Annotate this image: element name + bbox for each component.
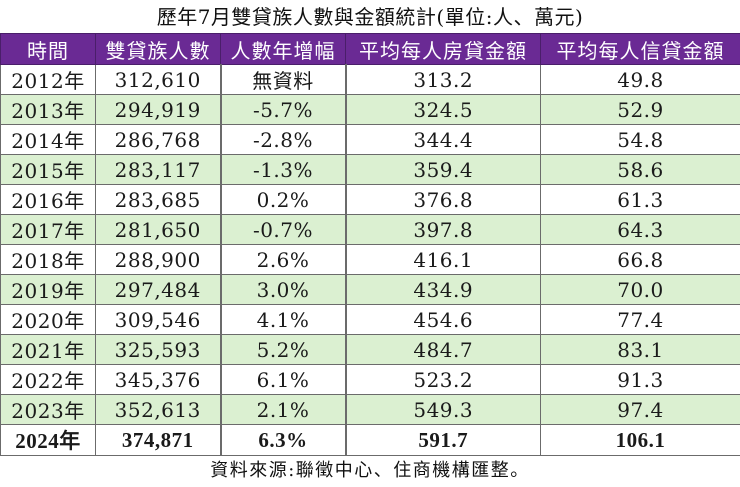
cell-growth: 5.2% [219, 334, 347, 365]
cell-mortgage: 359.4 [345, 154, 541, 185]
cell-year: 2016年 [0, 184, 96, 215]
header-year: 時間 [0, 33, 96, 65]
cell-people: 309,546 [95, 304, 221, 335]
cell-year: 2013年 [0, 94, 96, 125]
cell-people: 325,593 [95, 334, 221, 365]
cell-mortgage: 484.7 [345, 334, 541, 365]
cell-year: 2024年 [0, 424, 96, 456]
cell-mortgage: 313.2 [345, 64, 541, 95]
cell-growth: -1.3% [219, 154, 347, 185]
cell-year: 2015年 [0, 154, 96, 185]
header-row: 時間 雙貸族人數 人數年增幅 平均每人房貸金額 平均每人信貸金額 [0, 33, 740, 65]
cell-credit: 52.9 [540, 94, 740, 125]
cell-people: 288,900 [95, 244, 221, 275]
cell-credit: 106.1 [540, 424, 740, 456]
cell-growth: 2.1% [219, 394, 347, 425]
cell-growth: 0.2% [219, 184, 347, 215]
table-row: 2017年 281,650 -0.7% 397.8 64.3 [0, 214, 740, 245]
cell-growth: -5.7% [219, 94, 347, 125]
table-row: 2020年 309,546 4.1% 454.6 77.4 [0, 304, 740, 335]
cell-year: 2022年 [0, 364, 96, 395]
cell-mortgage: 376.8 [345, 184, 541, 215]
cell-people: 297,484 [95, 274, 221, 305]
cell-credit: 91.3 [540, 364, 740, 395]
cell-year: 2020年 [0, 304, 96, 335]
cell-year: 2017年 [0, 214, 96, 245]
cell-credit: 61.3 [540, 184, 740, 215]
table-row: 2018年 288,900 2.6% 416.1 66.8 [0, 244, 740, 275]
cell-year: 2018年 [0, 244, 96, 275]
cell-year: 2019年 [0, 274, 96, 305]
cell-people: 286,768 [95, 124, 221, 155]
cell-credit: 66.8 [540, 244, 740, 275]
cell-growth: 3.0% [219, 274, 347, 305]
cell-credit: 58.6 [540, 154, 740, 185]
table-row: 2012年 312,610 無資料 313.2 49.8 [0, 64, 740, 95]
cell-credit: 49.8 [540, 64, 740, 95]
table-row: 2021年 325,593 5.2% 484.7 83.1 [0, 334, 740, 365]
table-title: 歷年7月雙貸族人數與金額統計(單位:人、萬元) [156, 5, 584, 29]
cell-mortgage: 324.5 [345, 94, 541, 125]
cell-growth: -2.8% [219, 124, 347, 155]
table-row: 2013年 294,919 -5.7% 324.5 52.9 [0, 94, 740, 125]
header-mortgage: 平均每人房貸金額 [345, 33, 541, 65]
cell-people: 294,919 [95, 94, 221, 125]
cell-mortgage: 591.7 [345, 424, 541, 456]
cell-people: 352,613 [95, 394, 221, 425]
cell-growth: 無資料 [219, 64, 347, 95]
cell-mortgage: 416.1 [345, 244, 541, 275]
table-row: 2016年 283,685 0.2% 376.8 61.3 [0, 184, 740, 215]
cell-growth: -0.7% [219, 214, 347, 245]
source-note: 資料來源:聯徵中心、住商機構匯整。 [210, 460, 530, 481]
cell-year: 2023年 [0, 394, 96, 425]
cell-credit: 97.4 [540, 394, 740, 425]
cell-mortgage: 523.2 [345, 364, 541, 395]
cell-year: 2012年 [0, 64, 96, 95]
table-row: 2015年 283,117 -1.3% 359.4 58.6 [0, 154, 740, 185]
cell-credit: 70.0 [540, 274, 740, 305]
cell-people: 374,871 [95, 424, 221, 456]
cell-growth: 6.3% [219, 424, 347, 456]
cell-mortgage: 434.9 [345, 274, 541, 305]
table-row: 2022年 345,376 6.1% 523.2 91.3 [0, 364, 740, 395]
header-credit: 平均每人信貸金額 [540, 33, 740, 65]
cell-growth: 4.1% [219, 304, 347, 335]
cell-credit: 77.4 [540, 304, 740, 335]
cell-growth: 6.1% [219, 364, 347, 395]
table-row: 2023年 352,613 2.1% 549.3 97.4 [0, 394, 740, 425]
cell-year: 2021年 [0, 334, 96, 365]
cell-mortgage: 549.3 [345, 394, 541, 425]
cell-credit: 64.3 [540, 214, 740, 245]
cell-people: 345,376 [95, 364, 221, 395]
cell-people: 283,117 [95, 154, 221, 185]
cell-credit: 54.8 [540, 124, 740, 155]
cell-people: 281,650 [95, 214, 221, 245]
cell-credit: 83.1 [540, 334, 740, 365]
cell-growth: 2.6% [219, 244, 347, 275]
cell-mortgage: 397.8 [345, 214, 541, 245]
cell-people: 312,610 [95, 64, 221, 95]
cell-year: 2014年 [0, 124, 96, 155]
table-row: 2019年 297,484 3.0% 434.9 70.0 [0, 274, 740, 305]
table-row: 2014年 286,768 -2.8% 344.4 54.8 [0, 124, 740, 155]
cell-mortgage: 344.4 [345, 124, 541, 155]
double-loan-stats-table: 時間 雙貸族人數 人數年增幅 平均每人房貸金額 平均每人信貸金額 2012年 31… [0, 33, 740, 456]
header-people: 雙貸族人數 [95, 33, 221, 65]
table-row-latest: 2024年 374,871 6.3% 591.7 106.1 [0, 424, 740, 456]
cell-people: 283,685 [95, 184, 221, 215]
cell-mortgage: 454.6 [345, 304, 541, 335]
header-growth: 人數年增幅 [220, 33, 346, 65]
